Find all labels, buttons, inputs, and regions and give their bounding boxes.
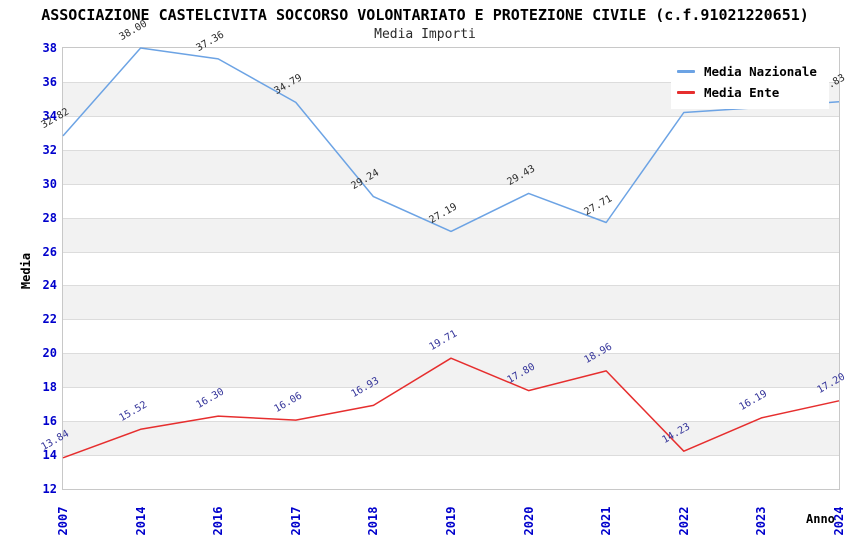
gridline [63, 285, 839, 287]
x-tick-label: 2021 [599, 506, 614, 536]
x-tick-label: 2016 [211, 506, 226, 536]
grid-band [63, 183, 839, 218]
x-tick-label: 2018 [366, 506, 381, 536]
legend-line-swatch-nazionale [677, 70, 695, 73]
x-tick-label: 2020 [521, 506, 536, 536]
y-tick-label: 34 [42, 108, 57, 123]
gridline [63, 115, 839, 117]
gridline [63, 217, 839, 219]
y-tick-label: 32 [42, 142, 57, 157]
series-line-ente [62, 357, 840, 459]
x-tick-label: 2017 [288, 506, 303, 536]
gridline [63, 149, 839, 151]
grid-band [63, 387, 839, 422]
y-tick-label: 38 [42, 41, 57, 55]
chart-title: ASSOCIAZIONE CASTELCIVITA SOCCORSO VOLON… [41, 6, 809, 24]
grid-band [63, 149, 839, 184]
y-tick-label: 18 [42, 380, 57, 395]
gridline [63, 81, 839, 83]
y-axis-ticks: 38 36 34 32 30 28 26 24 22 20 18 16 14 12 [0, 0, 57, 550]
gridline [63, 455, 839, 457]
legend-label-nazionale: Media Nazionale [704, 64, 817, 79]
y-tick-label: 30 [42, 176, 57, 191]
legend: Media Nazionale Media Ente [671, 56, 829, 109]
y-tick-label: 12 [42, 482, 57, 496]
gridline [63, 319, 839, 321]
grid-band [63, 421, 839, 456]
x-tick-label: 2007 [56, 506, 70, 536]
x-tick-label: 2023 [754, 506, 769, 536]
y-tick-label: 22 [42, 312, 57, 327]
grid-band [63, 217, 839, 252]
legend-line-swatch-ente [677, 91, 695, 94]
legend-item-media-ente: Media Ente [677, 82, 817, 103]
x-tick-label: 2019 [444, 506, 458, 536]
gridline [63, 421, 839, 423]
y-tick-label: 20 [42, 346, 57, 361]
chart-subtitle: Media Importi [374, 27, 476, 42]
grid-band [63, 251, 839, 286]
series-lines [62, 47, 840, 459]
grid-band [63, 455, 839, 489]
y-tick-label: 26 [42, 244, 57, 259]
gridline [63, 251, 839, 253]
y-tick-label: 36 [42, 74, 57, 89]
gridline [63, 387, 839, 389]
y-tick-label: 24 [42, 278, 57, 293]
x-tick-label: 2022 [676, 506, 691, 536]
x-tick-label: 2014 [133, 506, 148, 536]
legend-label-ente: Media Ente [704, 85, 780, 100]
series-line-nazionale [62, 47, 840, 233]
grid-band [63, 285, 839, 320]
gridline [63, 353, 839, 355]
grid-band [63, 115, 839, 150]
y-tick-label: 28 [42, 210, 57, 225]
y-tick-label: 14 [42, 448, 57, 463]
plot-area: 32.82 38.00 37.36 34.79 29.24 27.19 29.43 27.71… [40, 18, 847, 490]
y-tick-label: 16 [42, 414, 57, 429]
x-axis-title: Anno [806, 512, 835, 526]
grid-band [63, 319, 839, 354]
gridline [63, 183, 839, 185]
legend-item-media-nazionale: Media Nazionale [677, 61, 817, 82]
